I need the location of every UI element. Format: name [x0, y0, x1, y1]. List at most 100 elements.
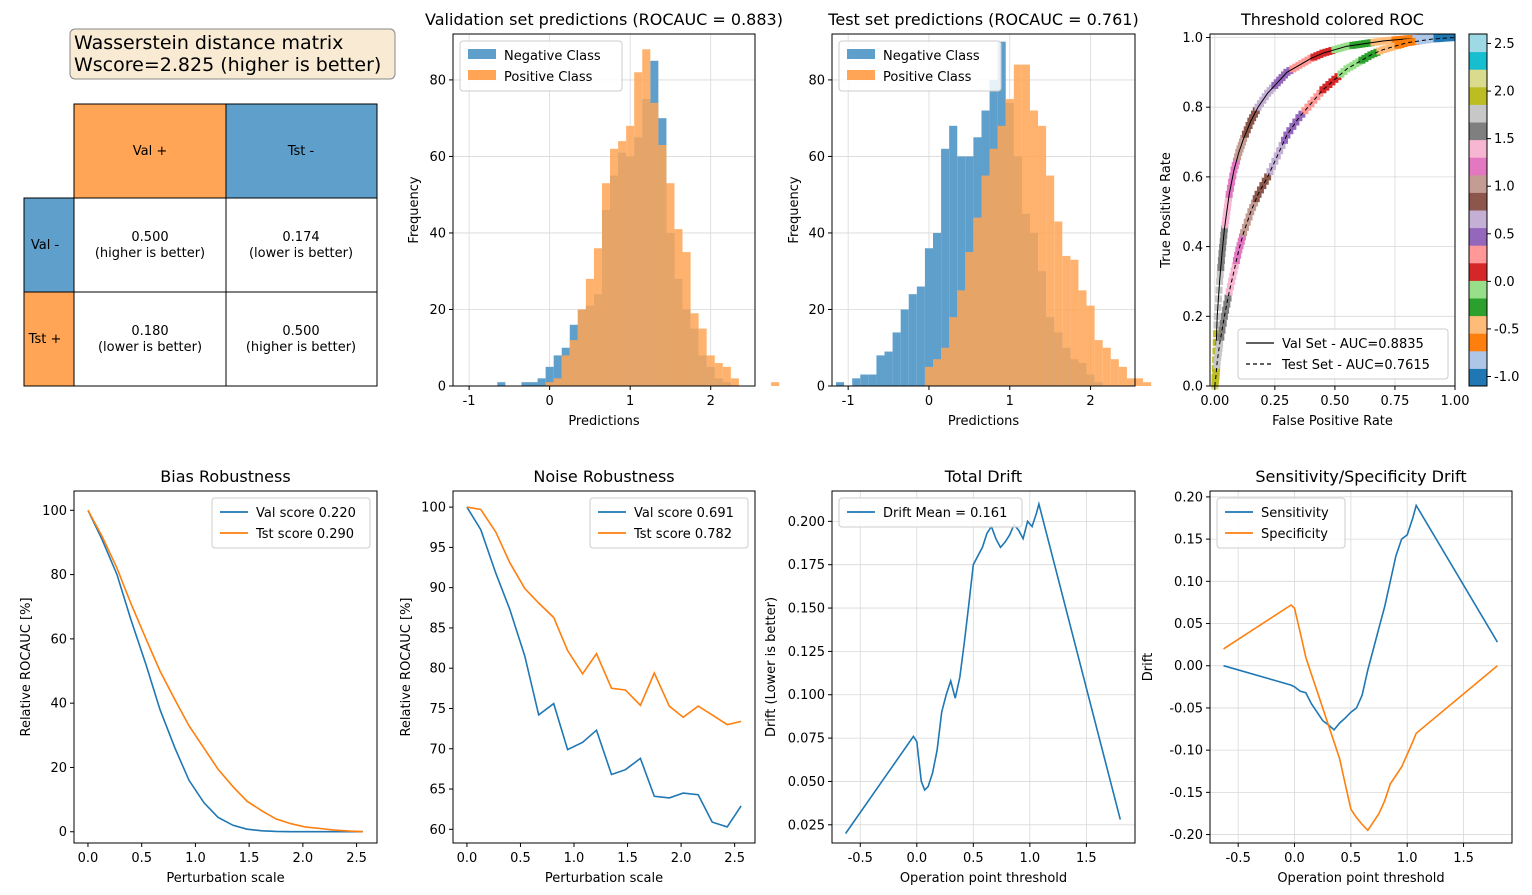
x-tick-label: 1.5 [239, 851, 260, 866]
legend-label: Val Set - AUC=0.8835 [1282, 337, 1424, 352]
hist-bar [884, 351, 893, 386]
plot-area [466, 506, 742, 828]
y-tick-label: 0.20 [1174, 490, 1203, 505]
hist-bar [545, 366, 554, 386]
threshold-marker [1243, 218, 1251, 226]
hist-bar [577, 309, 586, 386]
x-tick-label: 0.0 [78, 851, 99, 866]
y-tick-label: 80 [808, 73, 825, 88]
plot-area [497, 49, 780, 387]
hist-bar [868, 374, 877, 386]
legend-box [1216, 497, 1346, 549]
legend-label: Negative Class [883, 49, 980, 64]
y-axis-label: Drift (Lower is better) [764, 597, 779, 737]
threshold-marker [1238, 233, 1246, 241]
y-tick-label: 0.075 [788, 732, 825, 747]
plot-area [844, 500, 1122, 834]
series-line-0 [844, 500, 1122, 834]
colorbar-tick-label: 0.0 [1494, 275, 1515, 290]
hist-bar [981, 175, 990, 386]
hist-bar [933, 232, 942, 386]
y-tick-label: 40 [50, 697, 67, 712]
row-header-val-neg [23, 197, 75, 293]
chart-title: Bias Robustness [160, 467, 290, 486]
hist-bar [537, 378, 546, 386]
hist-bar [722, 366, 731, 386]
y-tick-label: 0.125 [788, 645, 825, 660]
y-tick-label: 60 [429, 150, 446, 165]
hist-bar [957, 290, 966, 386]
y-tick-label: 40 [429, 226, 446, 241]
hist-bar [852, 378, 861, 386]
legend-swatch [847, 70, 875, 80]
y-tick-label: 1.0 [1182, 31, 1203, 46]
chart-title: Validation set predictions (ROCAUC = 0.8… [425, 10, 783, 29]
colorbar-segment [1469, 227, 1487, 246]
colorbar-segment [1469, 192, 1487, 211]
hist-bar [965, 252, 974, 386]
hist-bar [658, 144, 667, 386]
x-tick-label: 1.5 [617, 851, 638, 866]
hist-bar [626, 125, 635, 387]
y-tick-label: 85 [429, 621, 446, 636]
legend-label: Val score 0.691 [634, 506, 734, 521]
hist-bar [521, 382, 530, 386]
cell-val-tst-value: 0.174 [282, 230, 319, 245]
y-tick-label: 75 [429, 702, 446, 717]
x-tick-label: 2 [1086, 394, 1094, 409]
cell-tst-val-value: 0.180 [131, 324, 168, 339]
x-tick-label: 0.0 [906, 851, 927, 866]
colorbar-segment [1469, 86, 1487, 105]
colorbar-frame [1468, 33, 1488, 387]
threshold-marker [1234, 251, 1242, 259]
x-tick-label: 2.5 [346, 851, 367, 866]
axes-frame [831, 33, 1136, 387]
legend-box [589, 497, 749, 549]
threshold-marker [1214, 349, 1222, 357]
col-header-tst-neg [225, 103, 378, 199]
hist-bar [941, 148, 950, 386]
y-tick-label: 90 [429, 581, 446, 596]
x-axis-label: Operation point threshold [900, 871, 1067, 886]
x-tick-label: 1 [626, 394, 634, 409]
y-tick-label: 100 [42, 504, 67, 519]
hist-bar [1118, 366, 1127, 386]
x-tick-label: 0.5 [510, 851, 531, 866]
y-tick-label: 0 [817, 380, 825, 395]
y-tick-label: 20 [808, 303, 825, 318]
hist-bar [561, 355, 570, 386]
colorbar-segment [1469, 174, 1487, 193]
x-axis-label: Predictions [948, 414, 1020, 429]
x-tick-label: -1 [463, 394, 476, 409]
x-tick-label: 0 [545, 394, 553, 409]
hist-bar [1126, 378, 1135, 386]
colorbar: -1.0 -0.5 0.0 0.5 1.0 1.5 2.0 2.5 [1468, 33, 1519, 387]
hist-bar [650, 102, 659, 386]
matrix-cell [73, 197, 227, 293]
hist-bar [973, 217, 982, 386]
colorbar-tick-label: 0.5 [1494, 227, 1515, 242]
legend-label: Positive Class [883, 70, 972, 85]
hist-bar [553, 355, 562, 386]
legend-label: Specificity [1261, 527, 1328, 542]
y-tick-label: 100 [421, 501, 446, 516]
hist-bar [1110, 359, 1119, 386]
plot-area [836, 41, 1152, 387]
threshold-marker [1292, 118, 1300, 126]
threshold-marker [1224, 294, 1232, 302]
colorbar-segment [1469, 350, 1487, 369]
legend: Val score 0.220 Tst score 0.290 [211, 497, 371, 549]
legend-swatch [468, 70, 496, 80]
colorbar-segment [1469, 157, 1487, 176]
legend: Negative Class Positive Class [459, 40, 623, 92]
legend-box [459, 40, 623, 92]
x-tick-label: 0.00 [1200, 394, 1229, 409]
colorbar-tick-label: -1.0 [1494, 370, 1519, 385]
x-tick-label: 2.0 [293, 851, 314, 866]
colorbar-segment [1469, 262, 1487, 281]
colorbar-tick-label: 2.0 [1494, 85, 1515, 100]
x-axis-label: Predictions [568, 414, 640, 429]
y-tick-label: 80 [429, 73, 446, 88]
